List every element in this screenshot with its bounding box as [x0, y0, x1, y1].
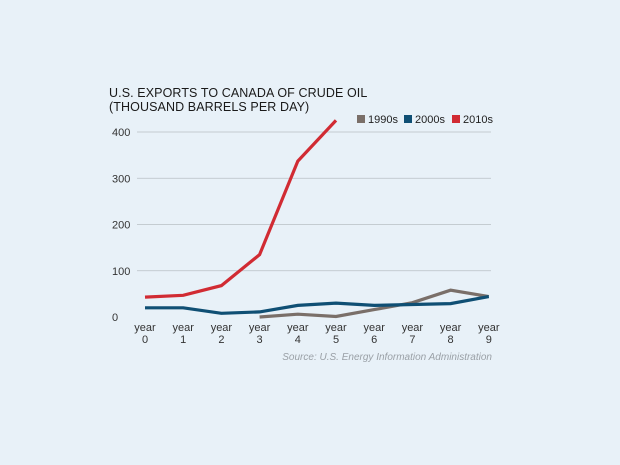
y-tick-label: 300 — [112, 173, 130, 185]
source-note: Source: U.S. Energy Information Administ… — [282, 352, 492, 363]
x-tick-label: 5 — [333, 334, 339, 346]
chart-title-line-1: U.S. EXPORTS TO CANADA OF CRUDE OIL — [109, 86, 368, 100]
x-tick-label: year — [478, 322, 500, 334]
x-tick-label: 2 — [218, 334, 224, 346]
x-tick-label: year — [363, 322, 385, 334]
legend-label-2010s: 2010s — [463, 114, 493, 126]
y-tick-label: 200 — [112, 220, 130, 232]
legend-label-1990s: 1990s — [368, 114, 398, 126]
x-tick-label: year — [211, 322, 233, 334]
chart-title-line-2: (THOUSAND BARRELS PER DAY) — [109, 100, 310, 114]
series-line-1990s — [259, 288, 490, 319]
x-tick-label: 9 — [486, 334, 492, 346]
legend-label-2000s: 2000s — [415, 114, 445, 126]
series-line-2000s — [145, 295, 490, 315]
x-tick-label: year — [172, 322, 194, 334]
y-tick-label: 100 — [112, 266, 130, 278]
x-tick-label: year — [287, 322, 309, 334]
legend-swatch-1990s — [357, 115, 365, 123]
y-tick-label: 400 — [112, 127, 130, 139]
x-tick-label: year — [402, 322, 424, 334]
x-tick-label: 0 — [142, 334, 148, 346]
x-tick-label: year — [440, 322, 462, 334]
legend-swatch-2000s — [404, 115, 412, 123]
x-tick-label: year — [249, 322, 271, 334]
x-tick-label: 7 — [409, 334, 415, 346]
x-tick-label: 3 — [257, 334, 263, 346]
x-tick-label: 1 — [180, 334, 186, 346]
y-tick-label: 0 — [112, 312, 118, 324]
series-line-2010s — [144, 119, 338, 299]
x-tick-label: 6 — [371, 334, 377, 346]
x-tick-label: 4 — [295, 334, 301, 346]
x-tick-label: year — [134, 322, 156, 334]
chart-title: U.S. EXPORTS TO CANADA OF CRUDE OIL (THO… — [109, 86, 367, 114]
legend-swatch-2010s — [452, 115, 460, 123]
x-tick-label: year — [325, 322, 347, 334]
x-tick-label: 8 — [448, 334, 454, 346]
